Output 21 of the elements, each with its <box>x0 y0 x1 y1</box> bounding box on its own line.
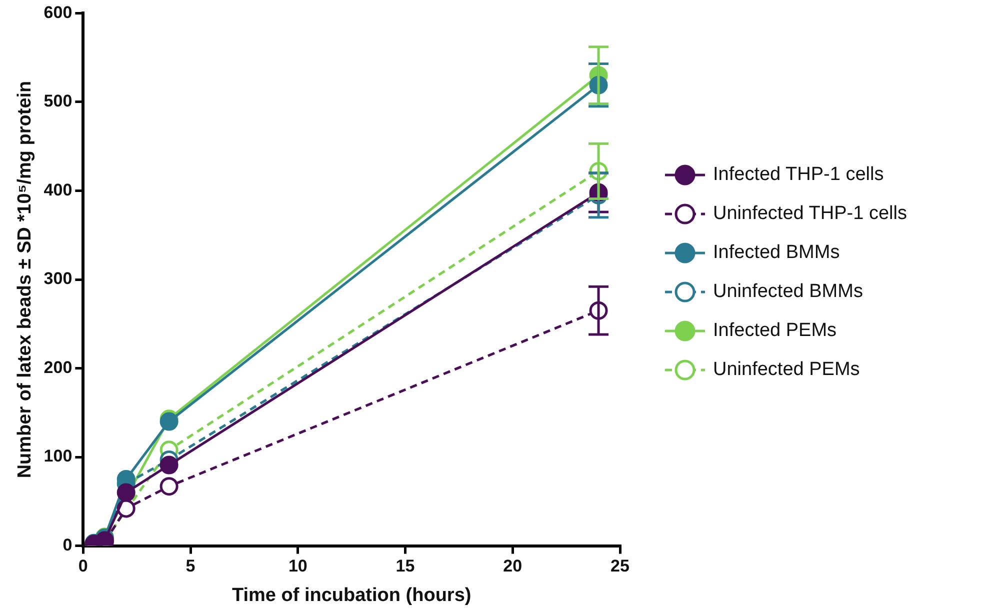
x-tick-label: 10 <box>288 556 308 576</box>
y-tick-label: 0 <box>62 535 72 554</box>
y-tick-label: 600 <box>44 2 72 22</box>
y-tick-label: 400 <box>44 180 72 200</box>
y-tick-label: 500 <box>44 92 72 111</box>
legend-label: Infected THP-1 cells <box>713 164 884 186</box>
x-tick-label: 20 <box>503 556 522 576</box>
legend-label: Uninfected PEMs <box>713 358 860 380</box>
x-tick-label: 0 <box>78 556 88 576</box>
y-tick-label: 300 <box>44 269 72 288</box>
legend-label: Uninfected BMMs <box>713 280 863 302</box>
x-tick-label: 15 <box>396 556 415 576</box>
legend-label: Uninfected THP-1 cells <box>713 202 907 224</box>
legend-label: Infected PEMs <box>713 320 837 342</box>
y-axis-title: Number of latex beads ± SD *10⁵/mg protein <box>14 80 36 478</box>
y-tick-label: 100 <box>44 446 72 466</box>
x-tick-label: 25 <box>610 556 630 576</box>
legend-label: Infected BMMs <box>713 242 840 264</box>
x-axis-title: Time of incubation (hours) <box>232 584 472 606</box>
y-tick-label: 200 <box>44 358 72 377</box>
x-tick-label: 5 <box>186 556 196 576</box>
